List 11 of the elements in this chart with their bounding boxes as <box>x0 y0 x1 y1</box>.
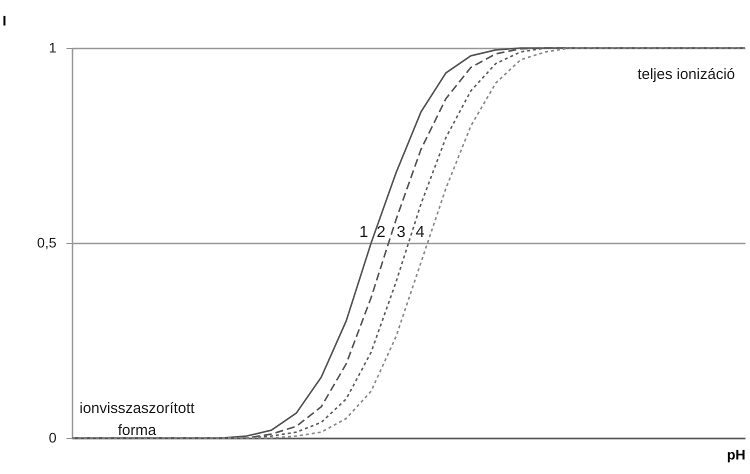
annotation: ionvisszaszorított forma <box>79 400 196 439</box>
annotation: teljes ionizáció <box>637 66 735 83</box>
y-axis-title: I <box>2 12 6 28</box>
series-label: 2 <box>376 224 386 241</box>
series-label: 1 <box>359 224 368 241</box>
y-tick-label: 0,5 <box>37 234 57 250</box>
x-axis-title: pH <box>726 446 746 462</box>
series-label: 4 <box>416 224 425 241</box>
series-label: 3 <box>396 224 406 241</box>
y-tick-label: 0 <box>48 430 57 446</box>
y-tick-label: 1 <box>48 40 57 56</box>
